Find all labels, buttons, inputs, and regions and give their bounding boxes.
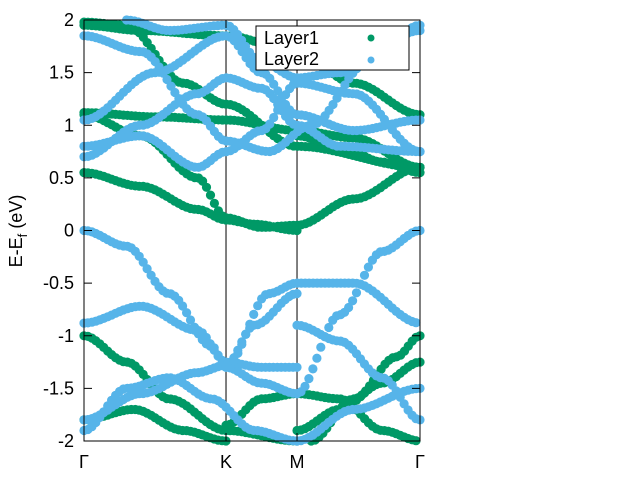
x-tick-label: M — [290, 452, 305, 472]
band-point-layer2 — [359, 270, 370, 280]
y-tick-label: 0 — [64, 221, 74, 241]
band-point-layer2 — [249, 309, 259, 319]
y-axis-label-subscript: f — [15, 233, 30, 237]
band-point-layer2 — [178, 301, 188, 311]
y-tick-label: 0.5 — [49, 168, 74, 188]
band-point-layer2 — [229, 356, 239, 366]
band-point-layer2 — [344, 302, 354, 313]
band-point-layer2 — [324, 322, 334, 333]
y-tick-label: -2 — [58, 431, 74, 451]
band-point-layer2 — [355, 279, 366, 289]
legend-marker-layer1 — [367, 34, 375, 42]
band-point-layer1 — [201, 182, 212, 192]
legend-box — [255, 25, 410, 71]
y-tick-label: 2 — [64, 10, 74, 30]
legend-marker-layer2 — [367, 56, 375, 64]
band-point-layer2 — [185, 315, 196, 325]
y-axis-label: E-Ef (eV) — [6, 195, 30, 268]
band-point-layer2 — [273, 86, 283, 96]
y-axis-label-unit: (eV) — [6, 195, 26, 234]
x-tick-label: K — [220, 452, 232, 472]
band-point-layer2 — [253, 301, 263, 311]
band-point-layer2 — [269, 112, 279, 123]
y-ticks: -2 -1.5 -1 -0.5 0 0.5 1 1.5 2 — [43, 10, 420, 451]
band-point-layer2 — [237, 339, 247, 349]
band-point-layer2 — [308, 364, 318, 374]
band-point-layer2 — [233, 348, 243, 358]
band-point-layer1 — [205, 190, 216, 200]
legend: Layer1 Layer2 — [255, 25, 410, 71]
band-point-layer2 — [162, 74, 172, 85]
x-tick-label: Γ — [415, 452, 425, 472]
band-point-layer2 — [277, 93, 287, 103]
y-tick-label: -1 — [58, 326, 74, 346]
x-tick-label: Γ — [79, 452, 89, 472]
band-point-layer2 — [292, 289, 302, 299]
y-tick-label: -0.5 — [43, 273, 74, 293]
band-point-layer2 — [245, 319, 255, 329]
data-points — [79, 15, 425, 446]
band-point-layer2 — [292, 362, 302, 372]
band-point-layer2 — [300, 381, 310, 391]
band-point-layer2 — [316, 342, 326, 352]
y-tick-label: 1 — [64, 115, 74, 135]
legend-label-layer2: Layer2 — [264, 49, 319, 69]
legend-label-layer1: Layer1 — [264, 28, 319, 48]
band-point-layer2 — [241, 329, 251, 339]
band-point-layer2 — [411, 318, 421, 328]
band-point-layer2 — [273, 105, 283, 115]
band-point-layer2 — [304, 374, 314, 384]
y-axis-label-main: E-E — [6, 237, 26, 267]
band-point-layer2 — [351, 288, 362, 298]
band-point-layer2 — [348, 296, 358, 306]
band-point-layer2 — [269, 79, 279, 89]
band-point-layer1 — [209, 198, 219, 208]
y-tick-label: -1.5 — [43, 378, 74, 398]
band-point-layer2 — [312, 353, 322, 363]
band-point-layer2 — [363, 262, 373, 272]
y-tick-label: 1.5 — [49, 63, 74, 83]
band-point-layer2 — [182, 308, 192, 318]
